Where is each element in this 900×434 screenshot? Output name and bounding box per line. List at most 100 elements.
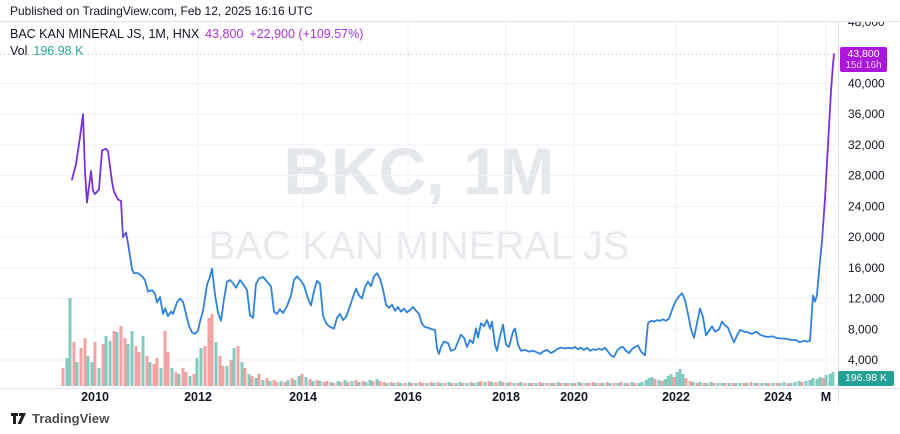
volume-bar (688, 381, 692, 386)
volume-bar (279, 381, 283, 386)
volume-bar (612, 383, 616, 386)
volume-bar (119, 326, 123, 386)
volume-bar (601, 383, 605, 386)
time-axis-label: 2022 (662, 390, 690, 404)
volume-bar (637, 383, 641, 386)
volume-bar (177, 374, 181, 386)
volume-bar (272, 380, 276, 386)
volume-bar (290, 378, 294, 386)
volume-bar (425, 383, 429, 386)
volume-bar (660, 381, 664, 386)
time-axis-label: M (821, 390, 831, 404)
volume-bar (678, 369, 682, 386)
volume-bar (68, 298, 72, 386)
volume-bar (61, 368, 65, 386)
volume-bar (753, 383, 757, 386)
volume-bar (594, 383, 598, 386)
volume-bar (811, 378, 815, 386)
volume-bar (764, 383, 768, 386)
volume-bar (283, 382, 287, 386)
volume-bar (240, 362, 244, 386)
price-axis-label: 28,000 (848, 169, 885, 183)
volume-bar (626, 383, 630, 386)
volume-bar (159, 368, 163, 386)
legend-last-price: 43,800 (205, 26, 244, 41)
volume-bar (346, 382, 350, 386)
volume-bar (647, 378, 651, 386)
volume-bar (454, 383, 458, 386)
volume-bar (616, 383, 620, 386)
volume-bar (734, 383, 738, 386)
volume-bar (720, 383, 724, 386)
volume-bar (559, 383, 563, 386)
volume-bar (494, 382, 498, 386)
legend-symbol-row[interactable]: BAC KAN MINERAL JS, 1M, HNX 43,800 +22,9… (10, 26, 363, 41)
volume-bar (339, 382, 343, 386)
volume-bar (325, 381, 329, 386)
volume-bar (623, 383, 627, 386)
tradingview-logo-link[interactable]: TradingView (10, 411, 109, 426)
volume-bar (709, 382, 713, 386)
last-price-badge: 43,800 15d 16h (840, 47, 887, 73)
volume-bar (265, 378, 269, 386)
volume-bar (203, 346, 207, 386)
volume-bar (577, 382, 581, 386)
volume-bar (552, 383, 556, 386)
volume-bar (315, 380, 319, 386)
volume-bar (79, 348, 83, 386)
volume-bar (141, 336, 145, 386)
time-axis[interactable]: 2010 2012 2014 2016 2018 2020 2022 2024 M (81, 390, 831, 404)
volume-bar (225, 366, 229, 386)
volume-bar (519, 382, 523, 386)
volume-bar (207, 318, 211, 386)
volume-bar (126, 344, 130, 386)
volume-bar (587, 383, 591, 386)
volume-bar (657, 380, 661, 386)
volume-bar (653, 379, 657, 386)
volume-bar (824, 375, 828, 386)
price-axis-label: 20,000 (848, 230, 885, 244)
volume-bar (545, 383, 549, 386)
volume-bar (250, 376, 254, 386)
volume-bar (396, 382, 400, 386)
volume-bar (232, 348, 236, 386)
volume-bar (429, 382, 433, 386)
volume-bar (742, 383, 746, 386)
volume-bar (573, 383, 577, 386)
legend-volume-row[interactable]: Vol 196.98 K (10, 43, 363, 58)
volume-bar (775, 383, 779, 386)
volume-bar (83, 338, 87, 386)
volume-bar (523, 383, 527, 386)
volume-bar (804, 381, 808, 386)
volume-bar (436, 382, 440, 386)
volume-bar (210, 314, 214, 386)
volume-bar (72, 342, 76, 386)
volume-bar (808, 380, 812, 386)
volume-bar (163, 331, 167, 386)
volume-bar (640, 382, 644, 386)
volume-bar (254, 378, 258, 386)
volume-bar (155, 358, 159, 386)
chart-legend: BAC KAN MINERAL JS, 1M, HNX 43,800 +22,9… (10, 26, 363, 60)
volume-bar (476, 382, 480, 386)
volume-bar (350, 381, 354, 386)
volume-bar (385, 383, 389, 386)
tradingview-icon (11, 413, 26, 424)
volume-bar (152, 364, 156, 386)
volume-bar (181, 368, 185, 386)
time-axis-label: 2010 (81, 390, 109, 404)
volume-bar (432, 383, 436, 386)
volume-bar (447, 382, 451, 386)
volume-bar (472, 383, 476, 386)
volume-bar (669, 374, 673, 386)
time-axis-label: 2012 (184, 390, 212, 404)
volume-bar (663, 379, 667, 386)
volume-bar (793, 382, 797, 386)
volume-bar (691, 382, 695, 386)
volume-bar (461, 383, 465, 386)
legend-change: +22,900 (+109.57%) (249, 26, 364, 41)
volume-bar (566, 383, 570, 386)
volume-bar (749, 382, 753, 386)
volume-bar (818, 377, 822, 386)
